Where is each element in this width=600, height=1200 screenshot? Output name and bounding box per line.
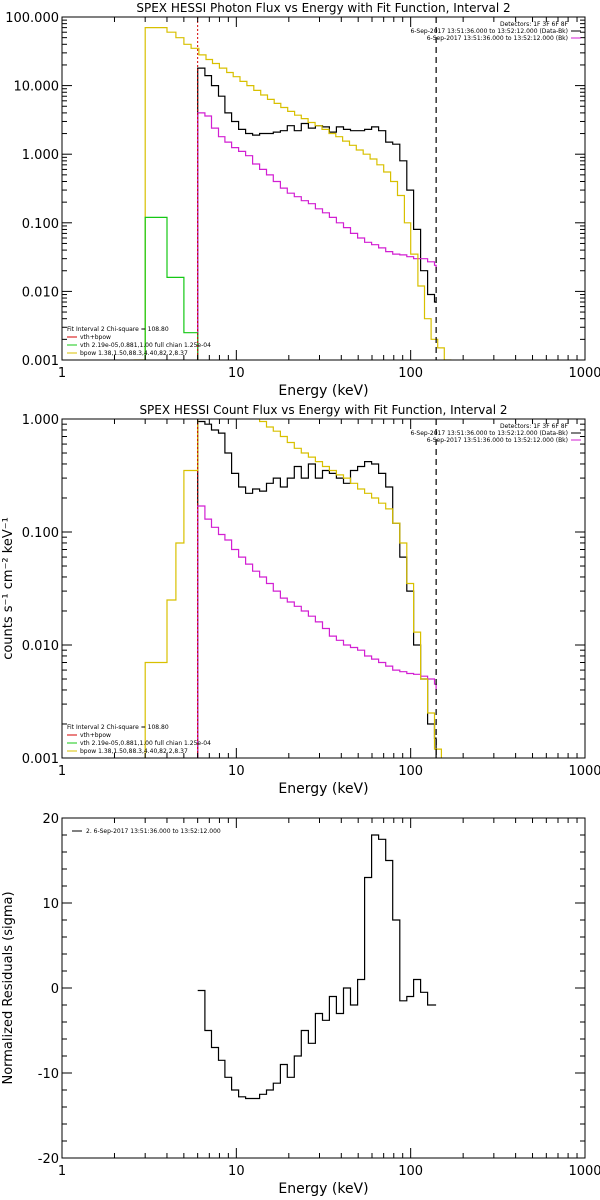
residuals-panel: 1 10 100 1000 Energy (keV) -20 -10 0 10 20 Normali… [1,812,600,1197]
x-axis-label: Energy (keV) [278,781,368,797]
series-line-magenta [197,112,437,360]
plot-frame [61,817,586,1159]
x-tick-label: 10 [228,366,245,381]
series-line-yellow [133,27,452,360]
legend-text: 2. 6-Sep-2017 13:51:36.000 to 13:52:12.0… [86,828,221,835]
fit-legend-text: vth+bpow [80,732,111,739]
info-text: 6-Sep-2017 13:51:36.000 to 13:52:12.000 … [427,35,568,42]
y-tick-label: 10 [42,897,59,912]
fit-legend-text: vth+bpow [80,334,111,341]
series-line-black [197,834,437,1100]
y-tick-label: 0.001 [22,354,59,369]
plot-frame [61,16,586,361]
y-axis-label: Normalized Residuals (sigma) [1,891,16,1084]
fit-legend-text: bpow 1.38,1.50,88.3,4.40,82.2,8.37 [80,748,188,755]
fit-legend-title: Fit Interval 2 Chi-square = 108.80 [67,326,169,333]
y-tick-label: 1.000 [22,413,59,428]
series-line-black [197,67,437,360]
photon-flux-panel: SPEX HESSI Photon Flux vs Energy with Fi… [5,1,600,399]
series-line-magenta [197,505,437,758]
x-tick-label: 1000 [568,1164,600,1179]
x-tick-label: 1000 [568,366,600,381]
fit-legend-text: bpow 1.38,1.50,88.3,4.40,82.2,8.37 [80,350,188,357]
series-line-green [144,216,199,360]
y-tick-label: 1.000 [22,148,59,163]
info-text: 6-Sep-2017 13:51:36.000 to 13:52:12.000 … [427,437,568,444]
fit-legend-text: vth 2.19e-05,0.881,1.00 full chian 1.25e… [80,342,211,349]
info-text: 6-Sep-2017 13:51:36.000 to 13:52:12.000 … [410,28,568,35]
y-tick-label: 0.100 [22,217,59,232]
count-flux-panel: SPEX HESSI Count Flux vs Energy with Fit… [1,403,600,797]
fit-legend-title: Fit Interval 2 Chi-square = 108.80 [67,724,169,731]
x-tick-label: 100 [398,366,423,381]
plot-frame [61,418,586,759]
x-axis-label: Energy (keV) [278,1181,368,1197]
x-tick-label: 1000 [568,764,600,779]
chart-title: SPEX HESSI Photon Flux vs Energy with Fi… [136,1,510,15]
x-tick-label: 10 [228,1164,245,1179]
series-group [197,834,437,1100]
y-tick-label: 100.000 [5,11,59,26]
fit-legend-text: vth 2.19e-05,0.881,1.00 full chian 1.25e… [80,740,211,747]
y-axis-label: counts s⁻¹ cm⁻² keV⁻¹ [1,517,16,660]
y-tick-label: 0.010 [22,285,59,300]
x-tick-label: 100 [398,1164,423,1179]
y-tick-label: 0 [51,982,59,997]
x-tick-label: 1 [58,366,66,381]
y-tick-label: 0.100 [22,526,59,541]
x-tick-label: 1 [58,764,66,779]
series-line-yellow [144,419,442,758]
y-tick-label: -10 [38,1067,59,1082]
y-tick-label: 20 [42,812,59,827]
info-text: Detectors: 1F 3F 6F 8F [500,21,569,28]
chart-title: SPEX HESSI Count Flux vs Energy with Fit… [139,403,507,417]
info-text: 6-Sep-2017 13:51:36.000 to 13:52:12.000 … [410,430,568,437]
x-tick-label: 1 [58,1164,66,1179]
x-tick-label: 100 [398,764,423,779]
info-text: Detectors: 1F 3F 6F 8F [500,423,569,430]
y-tick-label: 0.001 [22,752,59,767]
y-tick-label: 10.000 [14,80,60,95]
series-line-black [197,420,437,758]
y-tick-label: 0.010 [22,639,59,654]
x-tick-label: 10 [228,764,245,779]
y-tick-label: -20 [38,1152,59,1167]
series-group [144,419,442,758]
series-group [133,27,452,360]
x-axis-label: Energy (keV) [278,383,368,399]
